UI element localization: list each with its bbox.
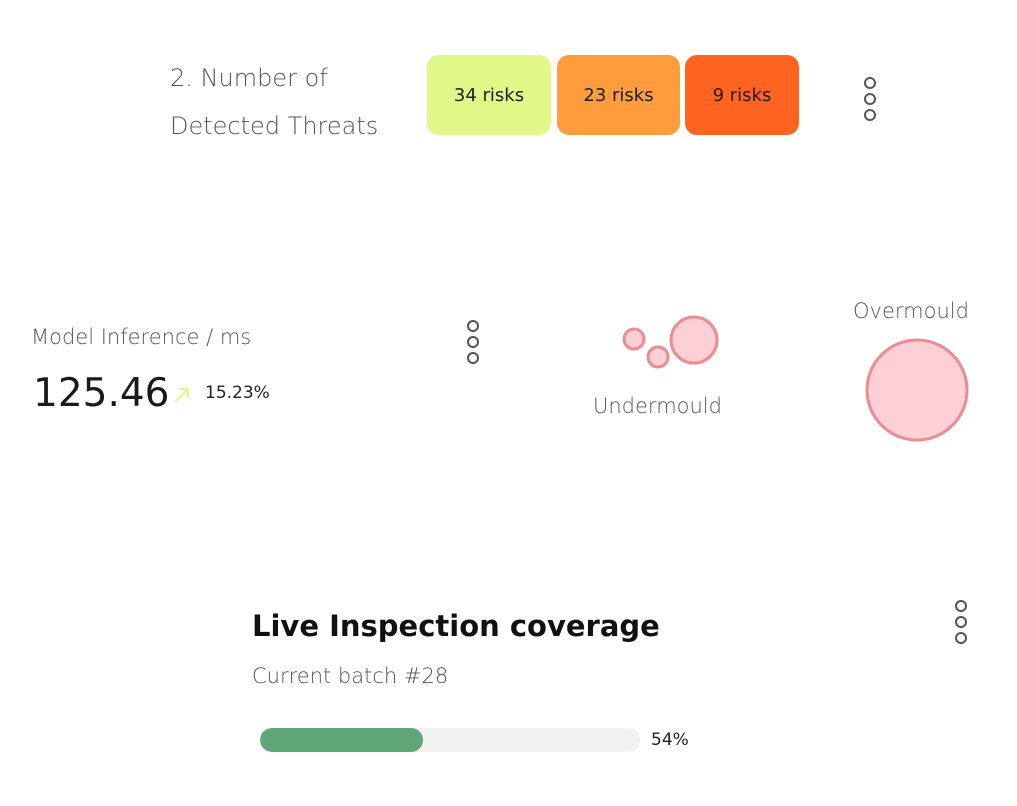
risk-pill-medium-count[interactable]: 23 risks: [557, 55, 680, 135]
risk-pill-label: 23 risks: [583, 84, 654, 106]
inference-label: Model Inference / ms: [31, 325, 252, 349]
undermould-bubble: [622, 327, 646, 351]
coverage-title: Live Inspection coverage: [252, 609, 660, 643]
coverage-subtitle: Current batch #28: [252, 664, 449, 688]
undermould-bubble: [646, 345, 670, 369]
trend-up-arrow-icon: [175, 388, 189, 402]
coverage-progress-fill: [260, 728, 424, 752]
coverage-percent: 54%: [651, 730, 689, 750]
undermould-label: Undermould: [593, 394, 722, 418]
inference-value: 125.46: [33, 371, 170, 416]
more-options-icon[interactable]: [953, 600, 969, 644]
risk-pill-low-count[interactable]: 9 risks: [685, 55, 799, 135]
bubble-chart-svg: [622, 315, 969, 442]
risk-pill-label: 34 risks: [453, 84, 525, 106]
undermould-bubble: [669, 315, 719, 365]
inference-change: 15.23%: [205, 383, 270, 403]
defect-bubble-chart: Undermould Overmould: [560, 280, 1017, 470]
coverage-card: Live Inspection coverage Current batch #…: [230, 580, 990, 790]
risk-pill-high-count[interactable]: 34 risks: [427, 55, 551, 135]
threats-title: 2. Number of Detected Threats: [170, 64, 379, 140]
threats-card: 2. Number of Detected Threats 34 risks 2…: [150, 30, 910, 160]
overmould-bubble: [865, 338, 969, 442]
coverage-progress-track: [260, 728, 640, 752]
more-options-icon[interactable]: [862, 77, 878, 121]
risk-pill-label: 9 risks: [712, 84, 772, 106]
more-options-icon[interactable]: [465, 320, 481, 364]
inference-card: Model Inference / ms 125.46 15.23%: [0, 300, 510, 440]
overmould-label: Overmould: [853, 299, 969, 323]
